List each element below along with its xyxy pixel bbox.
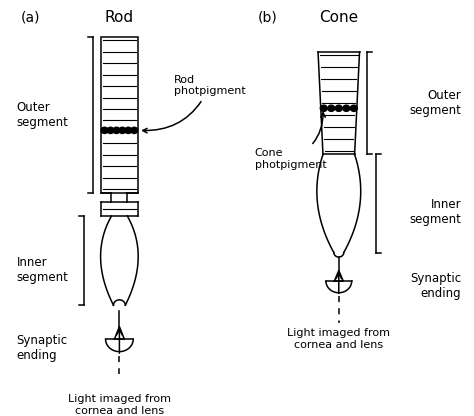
Circle shape (107, 127, 114, 134)
Text: Cone
photpigment: Cone photpigment (255, 113, 327, 170)
Bar (100, 37, 138, 193)
Text: Outer
segment: Outer segment (410, 89, 461, 117)
Circle shape (350, 105, 357, 111)
Text: Inner
segment: Inner segment (17, 255, 68, 284)
Text: Rod
photpigment: Rod photpigment (143, 75, 246, 133)
Circle shape (101, 127, 108, 134)
Text: (b): (b) (258, 10, 277, 24)
Circle shape (335, 105, 342, 111)
Text: Synaptic
ending: Synaptic ending (410, 272, 461, 300)
Circle shape (328, 105, 335, 111)
Text: Light imaged from
cornea and lens: Light imaged from cornea and lens (287, 328, 390, 350)
Circle shape (119, 127, 126, 134)
Circle shape (125, 127, 132, 134)
Text: Outer
segment: Outer segment (17, 101, 68, 129)
Text: Cone: Cone (319, 10, 358, 25)
Text: Light imaged from
cornea and lens: Light imaged from cornea and lens (68, 394, 171, 416)
Circle shape (131, 127, 137, 134)
Text: (a): (a) (20, 10, 40, 24)
Text: Inner
segment: Inner segment (410, 198, 461, 226)
Text: Rod: Rod (105, 10, 134, 25)
Circle shape (343, 105, 350, 111)
Text: Synaptic
ending: Synaptic ending (17, 334, 68, 362)
Circle shape (113, 127, 120, 134)
Circle shape (320, 105, 327, 111)
